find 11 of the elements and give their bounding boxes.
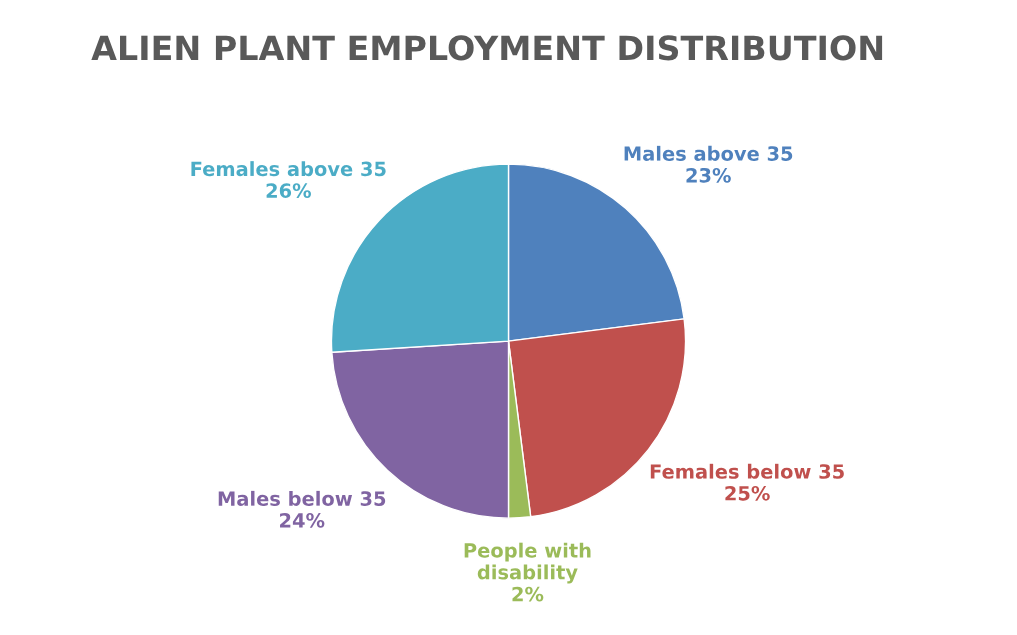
data-label: 2% xyxy=(512,586,544,602)
slice-label: Males below 35 xyxy=(218,490,386,506)
data-label: 23% xyxy=(686,167,731,183)
data-label: 25% xyxy=(725,485,770,501)
slice-label: Females below 35 xyxy=(650,463,844,479)
slice-label: People with disability xyxy=(464,542,591,584)
data-label: 26% xyxy=(266,183,311,198)
slice-label: Males above 35 xyxy=(624,145,793,161)
data-label: 24% xyxy=(280,512,325,528)
slice-label: Females above 35 xyxy=(191,161,386,177)
chart-title: ALIEN PLANT EMPLOYMENT DISTRIBUTION xyxy=(91,35,883,61)
